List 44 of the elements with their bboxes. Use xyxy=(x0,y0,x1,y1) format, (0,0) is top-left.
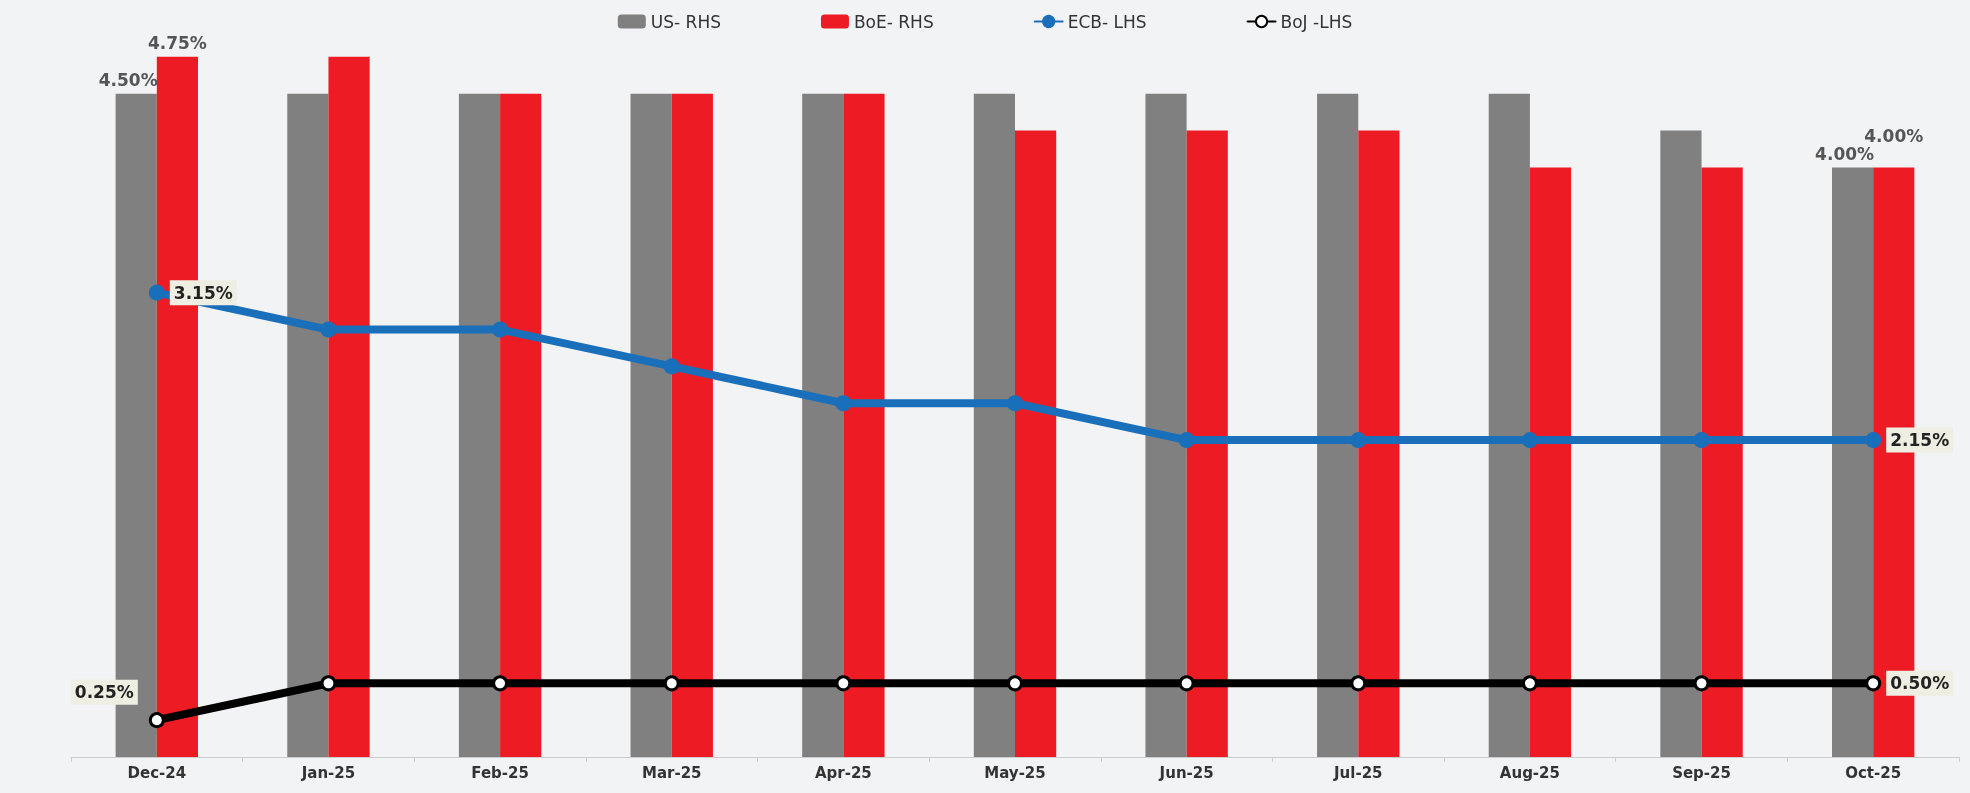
data-label: 4.00% xyxy=(1815,143,1875,164)
x-tick-label: Jan-25 xyxy=(300,763,356,782)
point xyxy=(1178,675,1195,692)
x-tick-label: Apr-25 xyxy=(814,763,872,782)
data-label: 0.25% xyxy=(74,682,134,703)
x-tick-label: Jul-25 xyxy=(1333,763,1383,782)
legend-label: US- RHS xyxy=(650,11,721,32)
point xyxy=(1178,432,1195,449)
x-tick-label: Feb-25 xyxy=(471,763,529,782)
point xyxy=(1007,675,1023,692)
point xyxy=(1693,675,1710,692)
point xyxy=(663,358,680,375)
point xyxy=(1865,432,1882,449)
data-label: 0.50% xyxy=(1890,673,1950,694)
point xyxy=(663,675,680,692)
legend-label: ECB- LHS xyxy=(1067,11,1147,32)
point xyxy=(320,321,337,338)
point xyxy=(835,395,852,412)
x-tick-label: Aug-25 xyxy=(1499,763,1560,782)
x-tick-label: Sep-25 xyxy=(1672,763,1731,782)
data-label: 4.00% xyxy=(1864,125,1924,146)
data-label: 3.15% xyxy=(173,282,233,303)
point xyxy=(835,675,852,692)
x-tick-label: Jun-25 xyxy=(1158,763,1214,782)
x-tick-label: Oct-25 xyxy=(1845,763,1902,782)
x-tick-label: May-25 xyxy=(984,763,1046,782)
point xyxy=(1693,432,1710,449)
data-label: 4.75% xyxy=(147,33,207,54)
point xyxy=(1350,675,1367,692)
x-tick-label: Mar-25 xyxy=(641,763,702,782)
point xyxy=(1521,675,1538,692)
point xyxy=(1521,432,1538,449)
point xyxy=(320,675,337,692)
point xyxy=(492,675,509,692)
point xyxy=(1350,432,1367,449)
data-label: 2.15% xyxy=(1890,430,1950,451)
point xyxy=(148,284,165,301)
point xyxy=(492,321,509,338)
point xyxy=(148,712,165,729)
x-tick-label: Dec-24 xyxy=(127,763,187,782)
point xyxy=(1865,675,1882,692)
legend-label: BoJ -LHS xyxy=(1280,11,1353,32)
legend-label: BoE- RHS xyxy=(853,11,934,32)
point xyxy=(1007,395,1023,412)
